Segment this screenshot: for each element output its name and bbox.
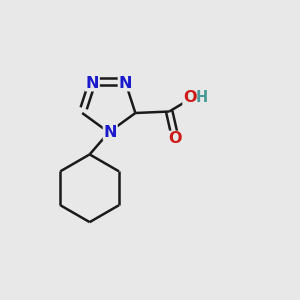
Text: N: N [118,76,132,91]
Text: H: H [196,90,208,105]
Text: O: O [168,131,182,146]
Text: N: N [103,125,117,140]
Text: O: O [183,90,196,105]
Text: N: N [85,76,99,91]
